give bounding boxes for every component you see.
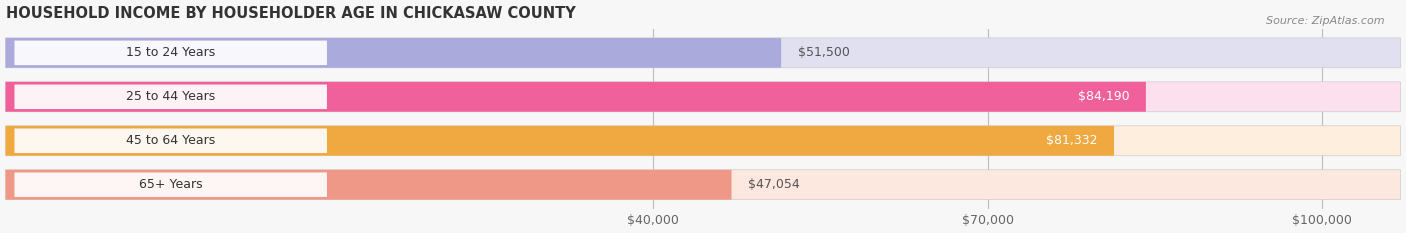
Text: HOUSEHOLD INCOME BY HOUSEHOLDER AGE IN CHICKASAW COUNTY: HOUSEHOLD INCOME BY HOUSEHOLDER AGE IN C… [6, 6, 575, 21]
FancyBboxPatch shape [6, 38, 782, 68]
FancyBboxPatch shape [14, 85, 328, 109]
FancyBboxPatch shape [14, 172, 328, 197]
Text: $81,332: $81,332 [1046, 134, 1097, 147]
FancyBboxPatch shape [6, 170, 731, 200]
FancyBboxPatch shape [6, 82, 1146, 112]
Text: 45 to 64 Years: 45 to 64 Years [127, 134, 215, 147]
Text: $47,054: $47,054 [748, 178, 800, 191]
FancyBboxPatch shape [6, 126, 1114, 156]
FancyBboxPatch shape [6, 82, 1400, 112]
Text: 15 to 24 Years: 15 to 24 Years [127, 46, 215, 59]
Text: 25 to 44 Years: 25 to 44 Years [127, 90, 215, 103]
FancyBboxPatch shape [6, 126, 1400, 156]
Text: 65+ Years: 65+ Years [139, 178, 202, 191]
Text: Source: ZipAtlas.com: Source: ZipAtlas.com [1267, 16, 1385, 26]
FancyBboxPatch shape [14, 41, 328, 65]
Text: $84,190: $84,190 [1077, 90, 1129, 103]
Text: $51,500: $51,500 [797, 46, 849, 59]
FancyBboxPatch shape [6, 38, 1400, 68]
FancyBboxPatch shape [14, 129, 328, 153]
FancyBboxPatch shape [6, 170, 1400, 200]
